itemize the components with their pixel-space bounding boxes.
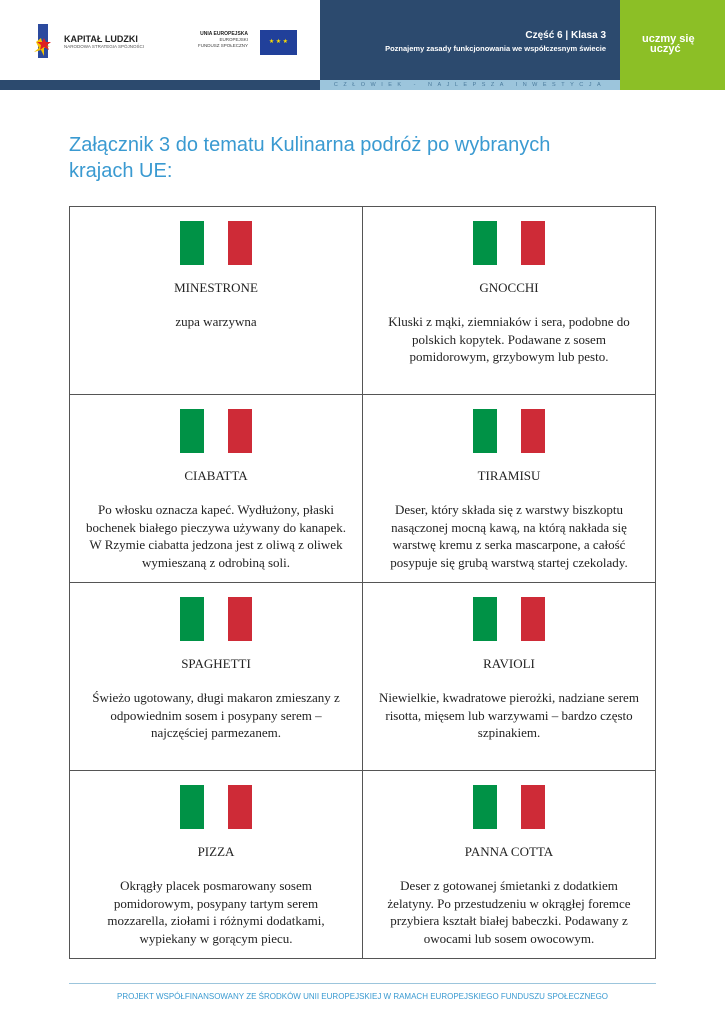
table-row: PIZZA Okrągły placek posmarowany sosem po… [69, 770, 656, 959]
dish-description: Po włosku oznacza kapeć. Wydłużony, płas… [86, 502, 346, 570]
dish-description: Okrągły placek posmarowany sosem pomidor… [107, 878, 325, 946]
italy-flag-icon [180, 785, 252, 829]
eu-text: UNIA EUROPEJSKA EUROPEJSKI FUNDUSZ SPOŁECZ… [198, 31, 249, 48]
dish-card: TIRAMISU Deser, który składa się z warstw… [362, 394, 656, 583]
dish-name: GNOCCHI [479, 280, 539, 295]
dish-card: PIZZA Okrągły placek posmarowany sosem po… [69, 770, 363, 959]
header-subtitle: Poznajemy zasady funkcjonowania we współ… [385, 44, 606, 53]
italy-flag-icon [180, 409, 252, 453]
italy-flag-icon [473, 785, 545, 829]
italy-flag-icon [473, 597, 545, 641]
header-logos: KAPITAŁ LUDZKI NARODOWA STRATEGIA SPÓJNOŚ… [0, 0, 320, 80]
dish-description: Deser z gotowanej śmietanki z dodatkiem … [387, 878, 631, 946]
dish-name: TIRAMISU [477, 468, 541, 483]
dish-description: Deser, który składa się z warstwy biszko… [390, 502, 628, 570]
dish-name: SPAGHETTI [181, 656, 251, 671]
dish-description: Kluski z mąki, ziemniaków i sera, podobn… [388, 314, 630, 364]
page-title: Załącznik 3 do tematu Kulinarna podróż p… [69, 134, 551, 182]
italy-flag-icon [473, 221, 545, 265]
dish-name: PIZZA [197, 844, 235, 859]
dish-name: MINESTRONE [174, 280, 258, 295]
dish-name: RAVIOLI [483, 656, 535, 671]
dish-description: Niewielkie, kwadratowe pierożki, nadzian… [379, 690, 639, 740]
dish-card: GNOCCHI Kluski z mąki, ziemniaków i sera,… [362, 206, 656, 395]
dish-description: zupa warzywna [175, 314, 257, 329]
dish-card: MINESTRONE zupa warzywna [69, 206, 363, 395]
dish-card: SPAGHETTI Świeżo ugotowany, długi makaron… [69, 582, 363, 771]
part-label: Część 6 | Klasa 3 [525, 30, 606, 41]
dish-card: PANNA COTTA Deser z gotowanej śmietanki z… [362, 770, 656, 959]
table-row: MINESTRONE zupa warzywna GNOCCHI Kluski z m… [69, 206, 656, 395]
header-strip [0, 80, 320, 90]
dish-description: Świeżo ugotowany, długi makaron zmieszan… [92, 690, 340, 740]
header-slogan: CZŁOWIEK - NAJLEPSZA INWESTYCJA [320, 80, 620, 90]
kapital-ludzki-logo: KAPITAŁ LUDZKI NARODOWA STRATEGIA SPÓJNOŚ… [30, 24, 144, 58]
uczmy-sie-uczyc-logo: uczmy się uczyć [620, 0, 725, 90]
italy-flag-icon [473, 409, 545, 453]
dish-card: CIABATTA Po włosku oznacza kapeć. Wydłużo… [69, 394, 363, 583]
table-row: SPAGHETTI Świeżo ugotowany, długi makaron… [69, 582, 656, 771]
table-row: CIABATTA Po włosku oznacza kapeć. Wydłużo… [69, 394, 656, 583]
eu-flag-icon: ★ ★ ★ [260, 30, 297, 55]
header-banner: Część 6 | Klasa 3 Poznajemy zasady funkc… [320, 0, 620, 80]
italy-flag-icon [180, 221, 252, 265]
dish-card: RAVIOLI Niewielkie, kwadratowe pierożki, … [362, 582, 656, 771]
dish-name: PANNA COTTA [464, 844, 554, 859]
italy-flag-icon [180, 597, 252, 641]
dish-name: CIABATTA [184, 468, 248, 483]
footer-text: PROJEKT WSPÓŁFINANSOWANY ZE ŚRODKÓW UNII… [116, 992, 609, 1001]
footer-divider [69, 983, 656, 984]
kapital-ludzki-stars-icon [34, 24, 51, 58]
cards-table: MINESTRONE zupa warzywna GNOCCHI Kluski z m… [69, 206, 656, 959]
